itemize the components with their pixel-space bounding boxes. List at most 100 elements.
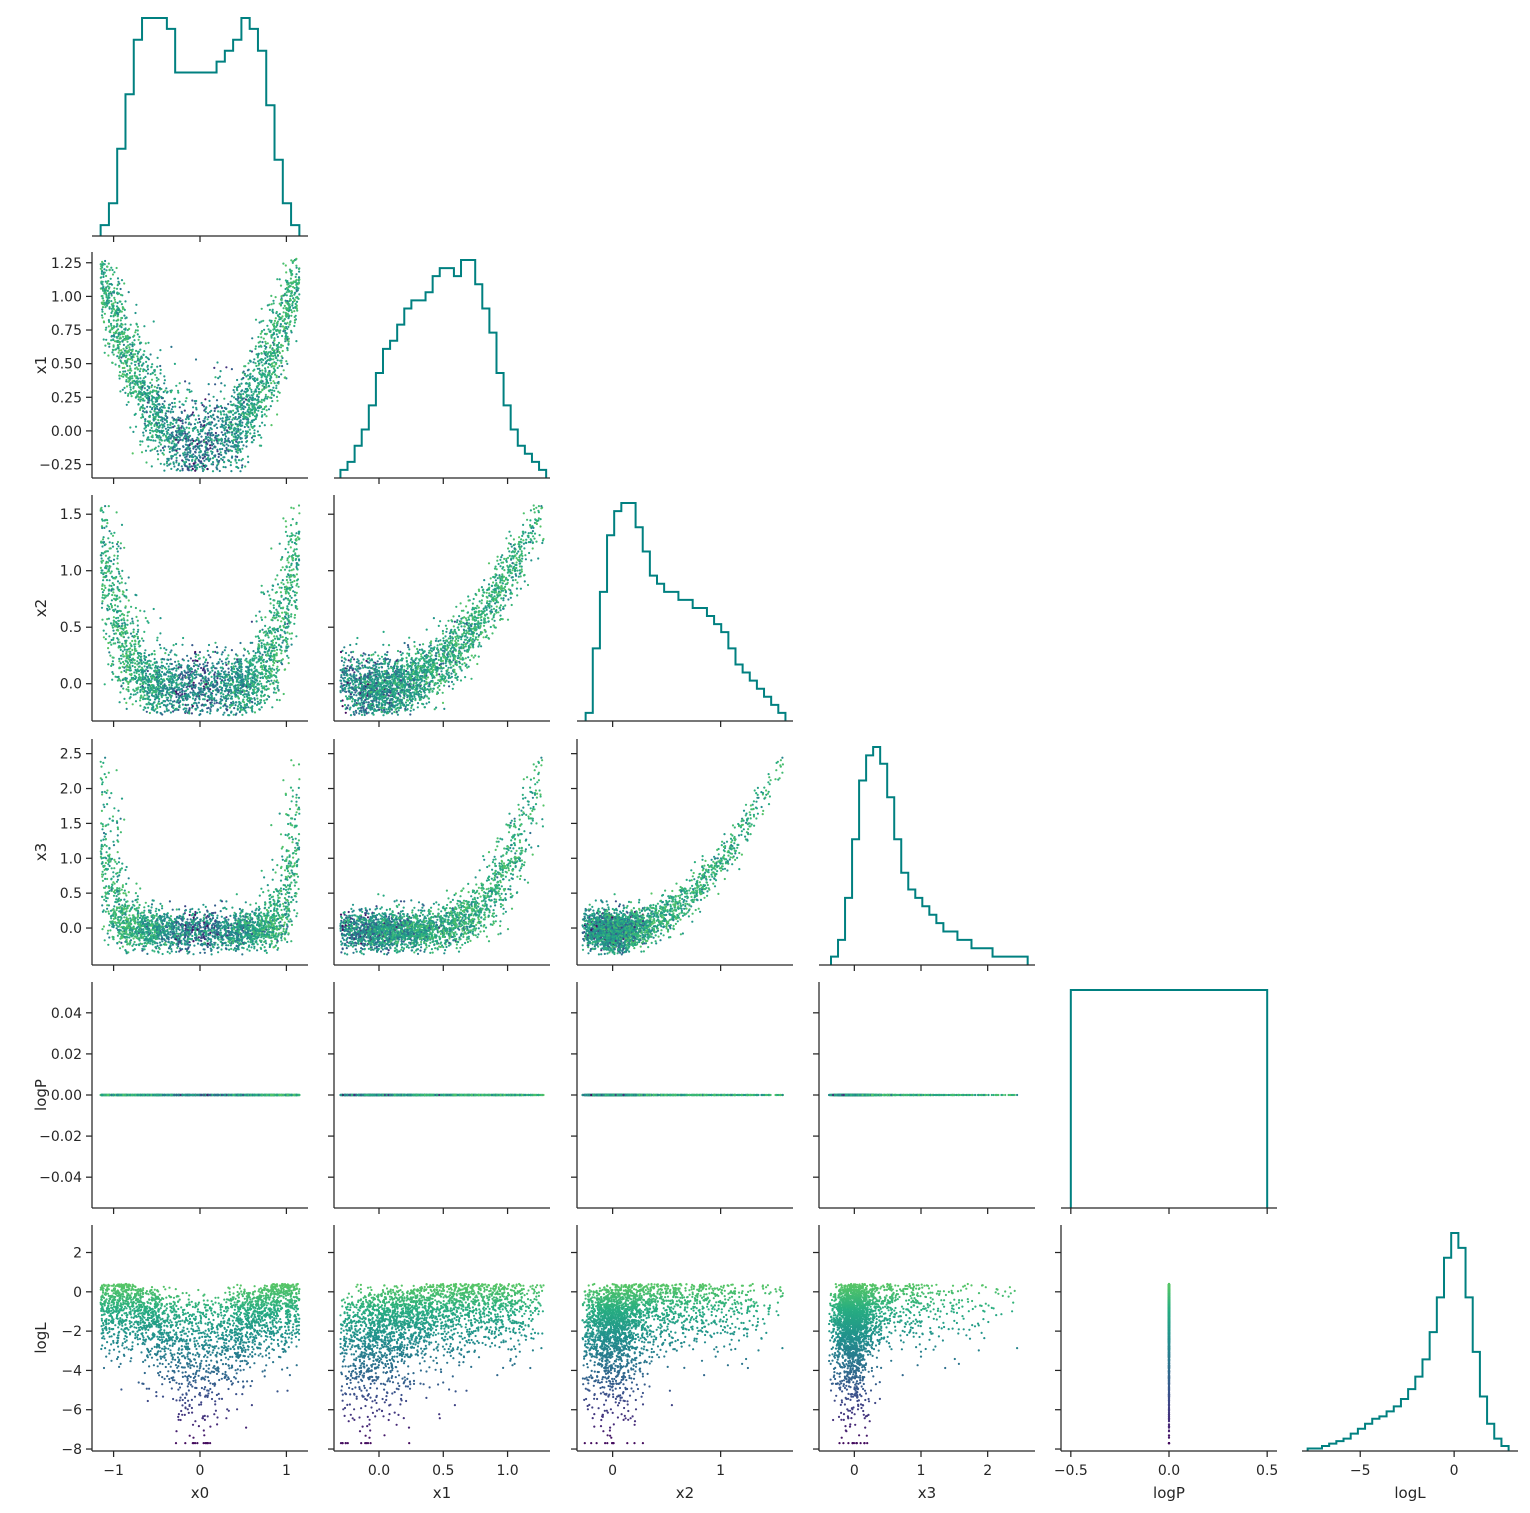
point — [238, 445, 240, 447]
point — [231, 395, 233, 397]
point — [117, 308, 119, 310]
point — [284, 305, 286, 307]
point — [141, 451, 143, 453]
point — [220, 382, 222, 384]
point — [226, 430, 228, 432]
point — [294, 299, 296, 301]
point — [298, 278, 300, 280]
point — [139, 370, 141, 372]
point — [117, 302, 119, 304]
y-tick-label: −0.25 — [39, 458, 82, 474]
point — [219, 418, 221, 420]
point — [232, 424, 234, 426]
point — [238, 413, 240, 415]
point — [214, 383, 216, 385]
point — [281, 335, 283, 337]
point — [140, 381, 142, 383]
point — [286, 322, 288, 324]
point — [273, 604, 275, 606]
point — [261, 399, 263, 401]
point — [235, 428, 237, 430]
point — [249, 377, 251, 379]
point — [181, 459, 183, 461]
point — [221, 407, 223, 409]
point — [206, 433, 208, 435]
point — [235, 448, 237, 450]
point — [185, 447, 187, 449]
point — [241, 464, 243, 466]
point — [147, 420, 149, 422]
point — [191, 459, 193, 461]
point — [147, 342, 149, 344]
point — [103, 338, 105, 340]
point — [147, 436, 149, 438]
point — [287, 317, 289, 319]
point — [204, 466, 206, 468]
point — [230, 401, 232, 403]
point — [277, 682, 279, 684]
point — [145, 342, 147, 344]
point — [253, 439, 255, 441]
point — [237, 467, 239, 469]
point — [197, 464, 199, 466]
point — [250, 361, 252, 363]
point — [114, 312, 116, 314]
point — [110, 278, 112, 280]
point — [202, 427, 204, 429]
point — [207, 436, 209, 438]
point — [120, 294, 122, 296]
y-axis-label: x1 — [32, 356, 50, 374]
point — [214, 407, 216, 409]
point — [183, 404, 185, 406]
point — [296, 301, 298, 303]
point — [146, 438, 148, 440]
point — [107, 354, 109, 356]
point — [257, 360, 259, 362]
point — [164, 414, 166, 416]
point — [113, 271, 115, 273]
point — [255, 390, 257, 392]
point — [280, 636, 282, 638]
point — [104, 306, 106, 308]
point — [285, 271, 287, 273]
point — [115, 331, 117, 333]
point — [284, 322, 286, 324]
point — [236, 388, 238, 390]
point — [184, 453, 186, 455]
point — [139, 440, 141, 442]
point — [134, 381, 136, 383]
point — [103, 292, 105, 294]
point — [189, 456, 191, 458]
point — [233, 391, 235, 393]
point — [208, 429, 210, 431]
point — [258, 388, 260, 390]
point — [191, 454, 193, 456]
point — [260, 380, 262, 382]
point — [264, 357, 266, 359]
point — [157, 357, 159, 359]
point — [195, 676, 197, 678]
point — [231, 434, 233, 436]
point — [179, 401, 181, 403]
point — [151, 427, 153, 429]
point — [169, 451, 171, 453]
point — [155, 422, 157, 424]
point — [179, 437, 181, 439]
point — [222, 459, 224, 461]
point — [271, 394, 273, 396]
point — [168, 458, 170, 460]
point — [138, 363, 140, 365]
point — [178, 431, 180, 433]
point — [287, 314, 289, 316]
point — [252, 375, 254, 377]
point — [187, 437, 189, 439]
point — [271, 303, 273, 305]
point — [151, 379, 153, 381]
point — [150, 373, 152, 375]
point — [265, 346, 267, 348]
point — [223, 425, 225, 427]
point — [201, 402, 203, 404]
point — [229, 416, 231, 418]
point — [138, 339, 140, 341]
point — [131, 395, 133, 397]
